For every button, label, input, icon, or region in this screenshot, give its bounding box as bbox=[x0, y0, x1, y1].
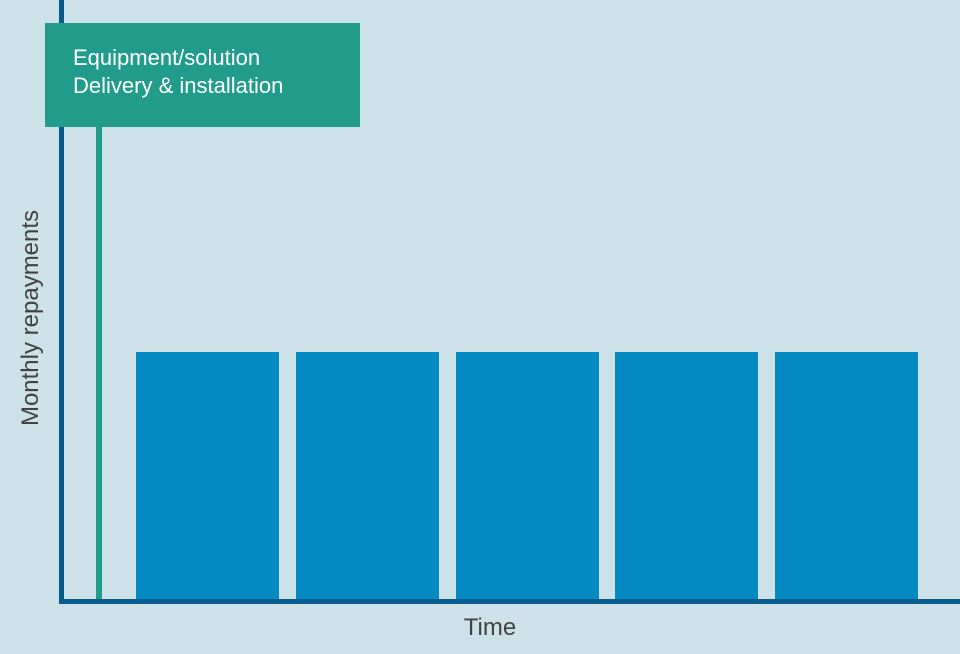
y-axis-label: Monthly repayments bbox=[17, 209, 44, 427]
x-axis-label: Time bbox=[463, 614, 517, 641]
delivery-callout: Equipment/solution Delivery & installati… bbox=[45, 23, 360, 127]
y-axis-line bbox=[59, 0, 64, 604]
bar-series bbox=[136, 352, 918, 599]
bar-2 bbox=[295, 352, 439, 599]
delivery-event-line bbox=[96, 124, 102, 599]
bar-3 bbox=[455, 352, 599, 599]
bar-4 bbox=[615, 352, 759, 599]
callout-line-1: Equipment/solution bbox=[73, 45, 261, 70]
x-axis-line bbox=[59, 599, 960, 604]
bar-5 bbox=[775, 352, 918, 599]
callout-line-2: Delivery & installation bbox=[73, 73, 284, 98]
bar-1 bbox=[136, 352, 279, 599]
